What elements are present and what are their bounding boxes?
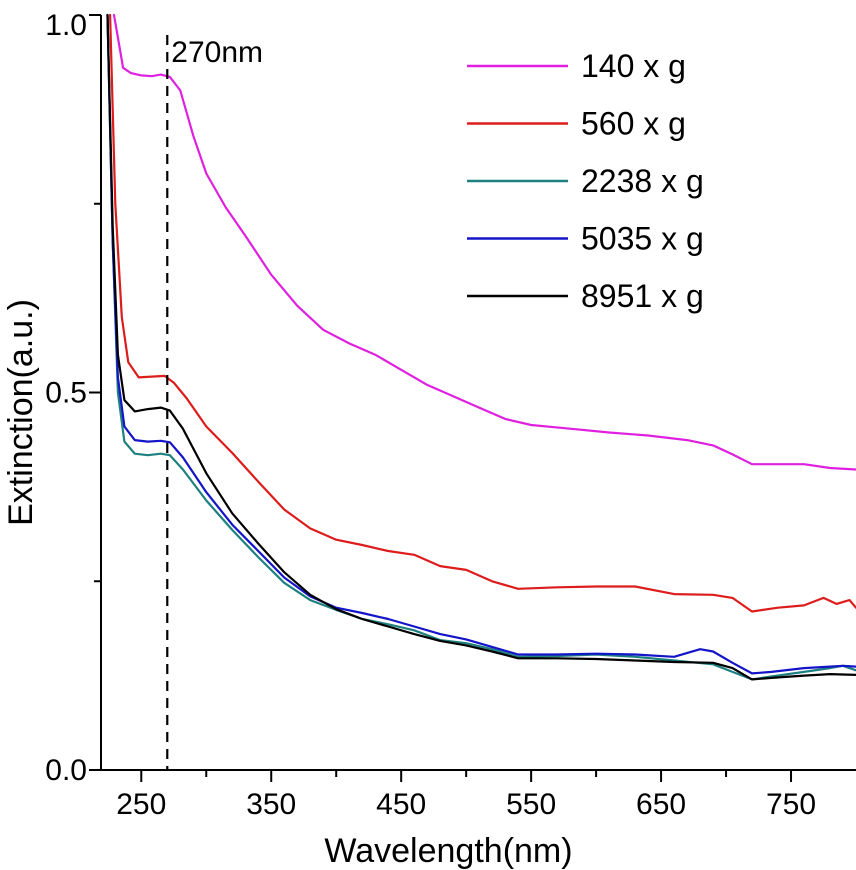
legend-label-0: 140 x g (581, 48, 686, 84)
series-line-3 (106, 13, 856, 675)
x-tick-label: 250 (116, 788, 166, 821)
series-line-2 (106, 13, 856, 681)
series-layer (106, 13, 856, 681)
x-tick-label: 350 (246, 788, 296, 821)
x-tick-label: 650 (636, 788, 686, 821)
legend-label-1: 560 x g (581, 106, 686, 142)
x-axis-title: Wavelength(nm) (324, 832, 572, 870)
series-line-4 (106, 13, 856, 681)
legend-label-3: 5035 x g (581, 221, 704, 257)
y-axis-title: Extinction(a.u.) (2, 299, 40, 526)
x-tick-label: 450 (376, 788, 426, 821)
series-line-0 (112, 13, 856, 471)
x-tick-label: 550 (506, 788, 556, 821)
x-tick-label: 750 (766, 788, 816, 821)
y-tick-label: 0.0 (45, 754, 87, 787)
y-tick-label: 0.5 (45, 377, 87, 410)
legend: 140 x g 560 x g 2238 x g 5035 x g 8951 x g (467, 48, 704, 314)
legend-label-4: 8951 x g (581, 278, 704, 314)
axes-layer: 250 350 450 550 650 750 0.0 0.5 1.0 Wavelength(nm… (2, 9, 856, 870)
annotation-label-0: 270nm (171, 36, 263, 69)
legend-label-2: 2238 x g (581, 163, 704, 199)
series-line-1 (109, 13, 856, 613)
annotation-layer: 270nm (166, 35, 263, 770)
y-tick-label: 1.0 (45, 9, 87, 42)
